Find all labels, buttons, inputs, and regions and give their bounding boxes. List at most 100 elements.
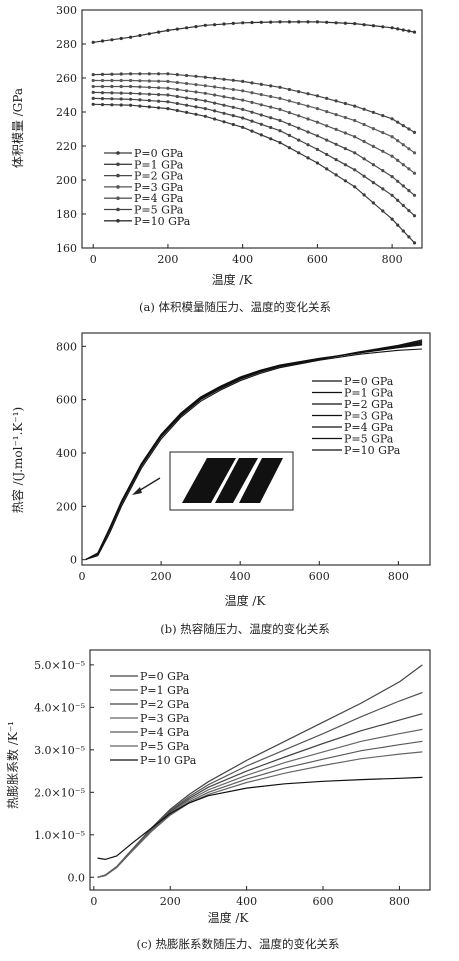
chart-a-series-marker bbox=[241, 89, 245, 93]
chart-a-series-marker bbox=[250, 119, 254, 123]
chart-b-legend-label: P=0 GPa bbox=[344, 375, 394, 388]
chart-a-series-marker bbox=[147, 98, 151, 103]
chart-c-xtick-label: 400 bbox=[236, 895, 257, 908]
chart-a-series-marker bbox=[343, 21, 347, 25]
chart-a-series-marker bbox=[315, 94, 319, 98]
chart-c-ytick-label: 0.0 bbox=[68, 871, 86, 884]
chart-a-series-marker bbox=[175, 73, 179, 77]
chart-c-legend-label: P=2 GPa bbox=[140, 698, 190, 711]
chart-a-series-marker bbox=[175, 27, 179, 31]
chart-a-series-marker bbox=[185, 103, 189, 107]
chart-b-xtick-label: 200 bbox=[151, 570, 172, 583]
chart-a-series-marker bbox=[287, 111, 291, 115]
chart-a-series-marker bbox=[315, 147, 319, 151]
chart-a-series-marker bbox=[110, 97, 114, 101]
chart-a-series-marker bbox=[287, 146, 291, 150]
chart-a-series-marker bbox=[401, 229, 405, 233]
chart-a-series-marker bbox=[315, 161, 319, 165]
chart-c-series-line bbox=[97, 776, 423, 861]
chart-a-series-marker bbox=[185, 81, 189, 86]
chart-a-series-marker bbox=[269, 94, 273, 99]
chart-a-xlabel: 温度 /K bbox=[212, 272, 254, 287]
chart-b-series-line bbox=[85, 339, 423, 560]
chart-a-series-marker bbox=[138, 104, 142, 108]
chart-a-series-marker bbox=[315, 107, 319, 111]
chart-a-series-marker bbox=[138, 33, 142, 38]
chart-a-series-marker bbox=[325, 110, 329, 114]
chart-a-series-marker bbox=[175, 87, 179, 92]
inset-zoom-image bbox=[132, 451, 294, 511]
chart-a-legend-marker bbox=[116, 207, 120, 212]
chart-a-series-marker bbox=[297, 101, 301, 106]
chart-a-series-marker bbox=[259, 82, 263, 86]
chart-a-series-marker bbox=[325, 124, 329, 128]
chart-a-series-marker bbox=[222, 95, 226, 99]
chart-a-series-marker bbox=[241, 79, 245, 83]
chart-a-series-marker bbox=[222, 86, 226, 90]
chart-a-series-marker bbox=[203, 99, 207, 103]
chart-a-series-marker bbox=[269, 84, 273, 88]
chart-a-series-marker bbox=[129, 84, 133, 89]
chart-a-series-marker bbox=[278, 129, 282, 133]
chart-a-series-marker bbox=[100, 39, 105, 43]
chart-a-series-marker bbox=[185, 73, 189, 78]
chart-a-xtick-label: 400 bbox=[232, 253, 253, 266]
chart-a-series-marker bbox=[194, 97, 198, 102]
chart-a-series-marker bbox=[194, 105, 198, 109]
inset-band-1 bbox=[182, 458, 236, 503]
chart-a-series-marker bbox=[390, 217, 394, 221]
chart-a-series-marker bbox=[110, 84, 114, 89]
chart-a-series-marker bbox=[110, 72, 114, 76]
chart-a-series-marker bbox=[166, 28, 170, 32]
chart-a-series-marker bbox=[250, 100, 254, 104]
chart-a-series-marker bbox=[213, 117, 217, 121]
chart-a-series-marker bbox=[203, 23, 207, 27]
chart-a-xtick-label: 200 bbox=[157, 253, 178, 266]
chart-a-series-marker bbox=[157, 106, 161, 110]
chart-a-ytick-label: 220 bbox=[56, 140, 77, 153]
chart-a-legend-marker bbox=[116, 196, 120, 200]
chart-a-series-marker bbox=[138, 85, 142, 89]
chart-a-series-marker bbox=[231, 122, 235, 127]
inset-band-2 bbox=[215, 458, 258, 503]
chart-a-series-marker bbox=[222, 77, 226, 81]
chart-a-series-marker bbox=[381, 131, 385, 135]
chart-a-series-marker bbox=[315, 120, 319, 124]
chart-a-series-marker bbox=[353, 104, 357, 108]
chart-a-legend-label: P=4 GPa bbox=[134, 192, 184, 205]
chart-a-ytick-label: 180 bbox=[56, 208, 77, 221]
chart-a-series-marker bbox=[231, 105, 235, 109]
chart-a-series-marker bbox=[412, 130, 417, 134]
chart-a-series-marker bbox=[396, 120, 400, 124]
chart-a-series-marker bbox=[297, 90, 301, 94]
chart-c-xtick-label: 200 bbox=[160, 895, 181, 908]
chart-a-series-marker bbox=[194, 112, 198, 116]
chart-b-legend-label: P=5 GPa bbox=[344, 433, 394, 446]
chart-a-series-marker bbox=[231, 21, 235, 25]
chart-a-series-marker bbox=[203, 84, 207, 88]
chart-a-series-marker bbox=[110, 38, 114, 42]
chart-a-series-marker bbox=[91, 73, 95, 77]
chart-a-series-marker bbox=[269, 137, 273, 141]
chart-a-series-marker bbox=[343, 101, 347, 106]
chart-a-series-marker bbox=[412, 171, 417, 175]
chart-a-series-marker bbox=[315, 134, 319, 138]
chart-a-series-marker bbox=[129, 72, 133, 76]
chart-a-series-marker bbox=[334, 99, 338, 103]
chart-a-series-marker bbox=[407, 167, 411, 171]
chart-a-series-marker bbox=[396, 158, 400, 162]
chart-a-legend-label: P=5 GPa bbox=[134, 204, 184, 217]
chart-a-series-marker bbox=[297, 114, 301, 118]
chart-a-series-marker bbox=[390, 135, 394, 139]
chart-a-series-marker bbox=[175, 108, 179, 113]
chart-b-ytick-label: 0 bbox=[70, 554, 77, 567]
chart-a-series-marker bbox=[362, 174, 366, 178]
chart-a-series-marker bbox=[203, 114, 207, 118]
chart-a-series-marker bbox=[250, 91, 254, 95]
chart-a-series-marker bbox=[259, 133, 263, 137]
chart-a-series-marker bbox=[334, 173, 338, 177]
chart-c-ylabel: 热膨胀系数 /K⁻¹ bbox=[5, 721, 20, 809]
chart-a-series-marker bbox=[381, 169, 385, 173]
chart-a-series-marker bbox=[222, 111, 226, 115]
chart-a-series-marker bbox=[306, 117, 310, 121]
